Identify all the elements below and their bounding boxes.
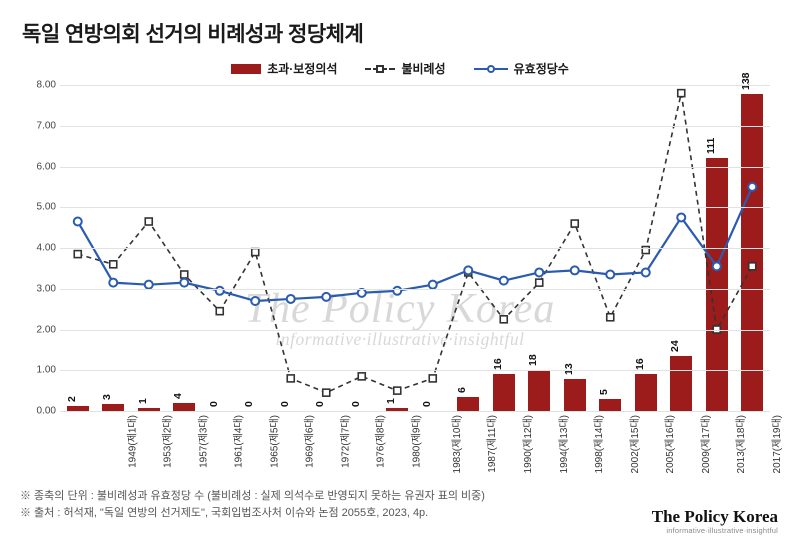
y-tick-label: 2.00 <box>26 324 56 335</box>
y-tick-label: 8.00 <box>26 80 56 91</box>
brand-main: The Policy Korea <box>652 507 778 527</box>
footnotes: ※ 종축의 단위 : 불비례성과 유효정당 수 (불비례성 : 실제 의석수로 … <box>20 488 485 521</box>
legend-dashed-label: 불비례성 <box>401 60 445 77</box>
x-tick-label: 2005(제16대) <box>661 415 676 473</box>
y-tick-label: 3.00 <box>26 283 56 294</box>
x-tick-label: 1957(제3대) <box>194 415 209 468</box>
x-tick-label: 1969(제6대) <box>301 415 316 468</box>
y-tick-label: 1.00 <box>26 365 56 376</box>
legend-dashed-swatch <box>365 64 395 74</box>
x-tick-label: 1965(제5대) <box>265 415 280 468</box>
x-tick-label: 1980(제9대) <box>407 415 422 468</box>
legend: 초과·보정의석 불비례성 유효정당수 <box>22 60 778 77</box>
x-tick-label: 2002(제15대) <box>626 415 641 473</box>
footnote-1: ※ 종축의 단위 : 불비례성과 유효정당 수 (불비례성 : 실제 의석수로 … <box>20 488 485 505</box>
legend-line-swatch <box>474 68 508 70</box>
x-tick-label: 1961(제4대) <box>230 415 245 468</box>
y-tick-label: 0.00 <box>26 406 56 417</box>
y-tick-label: 4.00 <box>26 243 56 254</box>
legend-item-line: 유효정당수 <box>474 60 569 77</box>
legend-item-bar: 초과·보정의석 <box>231 60 337 77</box>
x-tick-label: 1994(제13대) <box>555 415 570 473</box>
x-tick-label: 1983(제10대) <box>448 415 463 473</box>
footnote-2: ※ 출처 : 허석재, "독일 연방의 선거제도", 국회입법조사처 이슈와 논… <box>20 505 485 522</box>
x-tick-label: 1949(제1대) <box>123 415 138 468</box>
x-tick-label: 1998(제14대) <box>590 415 605 473</box>
legend-item-dashed: 불비례성 <box>365 60 445 77</box>
x-tick-label: 1972(제7대) <box>336 415 351 468</box>
y-tick-label: 7.00 <box>26 120 56 131</box>
x-tick-label: 2009(제17대) <box>697 415 712 473</box>
x-tick-label: 1990(제12대) <box>519 415 534 473</box>
chart-area: The Policy Korea informative·illustrativ… <box>22 85 778 473</box>
x-tick-label: 2013(제18대) <box>732 415 747 473</box>
x-tick-label: 1953(제2대) <box>159 415 174 468</box>
brand-tag: informative·illustrative·insightful <box>652 526 778 535</box>
plot-region: 23140000010616181351624111138 0.001.002.… <box>60 85 770 411</box>
y-tick-label: 6.00 <box>26 161 56 172</box>
x-tick-label: 1976(제8대) <box>372 415 387 468</box>
legend-bar-label: 초과·보정의석 <box>267 60 337 77</box>
legend-bar-swatch <box>231 64 261 74</box>
brand: The Policy Korea informative·illustrativ… <box>652 507 778 535</box>
x-tick-label: 1987(제11대) <box>483 415 498 473</box>
x-axis-labels: 1949(제1대) 1953(제2대) 1957(제3대) 1961(제4대) 1965… <box>60 411 770 473</box>
y-tick-label: 5.00 <box>26 202 56 213</box>
chart-title: 독일 연방의회 선거의 비례성과 정당체계 <box>22 18 778 48</box>
x-tick-label: 2017(제19대) <box>768 415 783 473</box>
legend-line-label: 유효정당수 <box>514 60 569 77</box>
